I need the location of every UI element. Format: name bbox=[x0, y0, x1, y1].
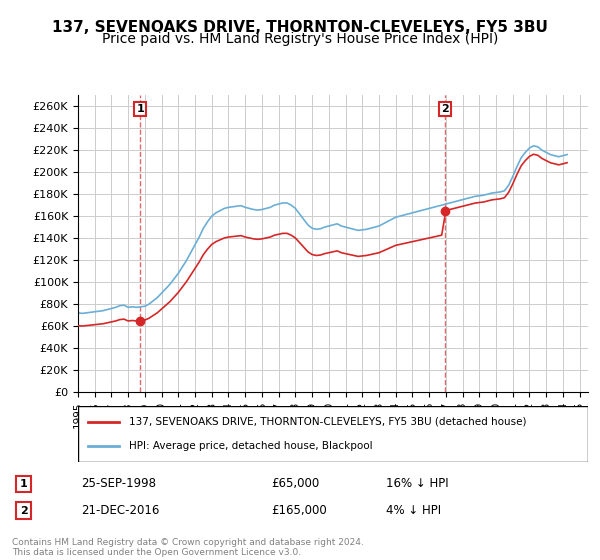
Text: 1: 1 bbox=[136, 104, 144, 114]
Text: £165,000: £165,000 bbox=[271, 504, 327, 517]
Text: £65,000: £65,000 bbox=[271, 477, 319, 491]
FancyBboxPatch shape bbox=[78, 406, 588, 462]
Text: Contains HM Land Registry data © Crown copyright and database right 2024.
This d: Contains HM Land Registry data © Crown c… bbox=[12, 538, 364, 557]
Text: 1: 1 bbox=[20, 479, 28, 489]
Text: 16% ↓ HPI: 16% ↓ HPI bbox=[386, 477, 449, 491]
Text: 137, SEVENOAKS DRIVE, THORNTON-CLEVELEYS, FY5 3BU (detached house): 137, SEVENOAKS DRIVE, THORNTON-CLEVELEYS… bbox=[129, 417, 527, 427]
Text: 21-DEC-2016: 21-DEC-2016 bbox=[81, 504, 160, 517]
Text: HPI: Average price, detached house, Blackpool: HPI: Average price, detached house, Blac… bbox=[129, 441, 373, 451]
Text: Price paid vs. HM Land Registry's House Price Index (HPI): Price paid vs. HM Land Registry's House … bbox=[102, 32, 498, 46]
Text: 2: 2 bbox=[20, 506, 28, 516]
Text: 137, SEVENOAKS DRIVE, THORNTON-CLEVELEYS, FY5 3BU: 137, SEVENOAKS DRIVE, THORNTON-CLEVELEYS… bbox=[52, 20, 548, 35]
Text: 2: 2 bbox=[442, 104, 449, 114]
Text: 25-SEP-1998: 25-SEP-1998 bbox=[81, 477, 156, 491]
Text: 4% ↓ HPI: 4% ↓ HPI bbox=[386, 504, 442, 517]
